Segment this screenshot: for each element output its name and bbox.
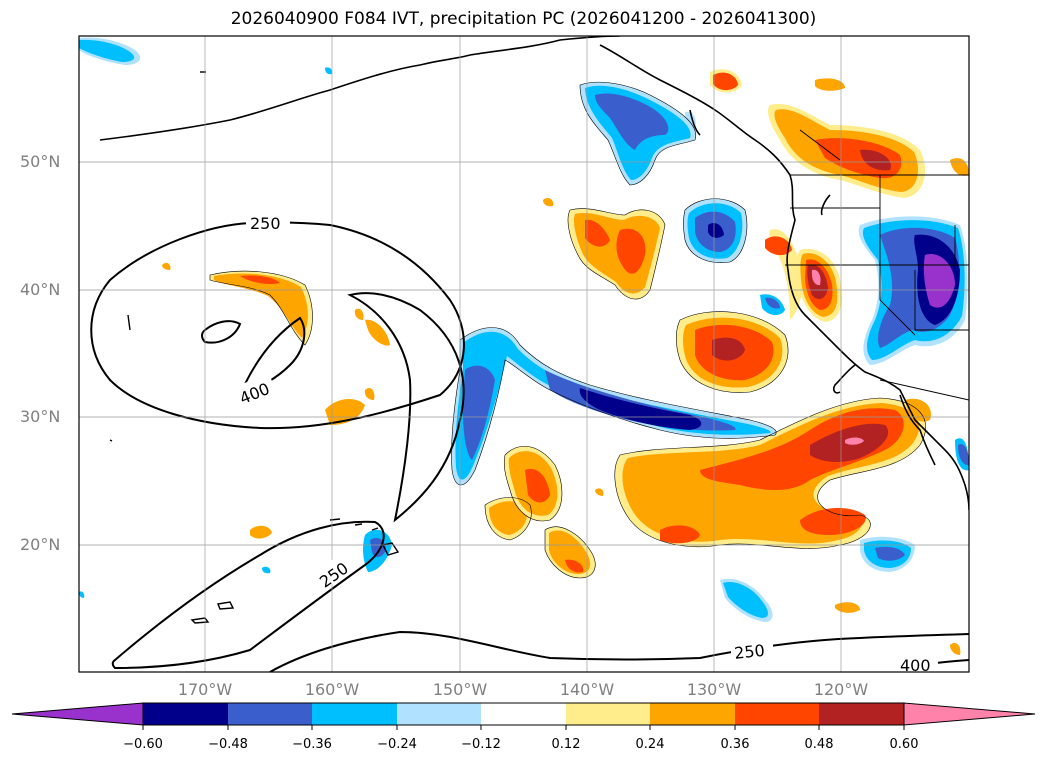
colorbar-swatch xyxy=(566,703,650,725)
colorbar-swatch xyxy=(735,703,819,725)
islands xyxy=(109,71,400,624)
lat-label-30n: 30°N xyxy=(20,407,61,426)
colorbar-tick-label: −0.36 xyxy=(292,737,332,752)
contour-label-400: 400 xyxy=(900,656,931,675)
colorbar-swatch xyxy=(143,703,228,725)
colorbar-extend-low xyxy=(11,702,144,726)
lon-label-160w: 160°W xyxy=(304,680,360,699)
colorbar-tick-label: 0.24 xyxy=(635,737,665,752)
colorbar-swatch xyxy=(228,703,312,725)
colorbar-swatch xyxy=(481,703,566,725)
colorbar-swatch xyxy=(819,703,904,725)
colorbar-swatch xyxy=(650,703,735,725)
colorbar-extend-high xyxy=(903,702,1036,726)
colorbar-tick-label: −0.24 xyxy=(377,737,417,752)
colorbar-tick-label: 0.60 xyxy=(889,737,919,752)
contour-label-250: 250 xyxy=(250,214,281,233)
colorbar-swatch xyxy=(312,703,397,725)
contour-label-250: 250 xyxy=(733,641,765,663)
lat-label-20n: 20°N xyxy=(20,535,61,554)
lat-label-40n: 40°N xyxy=(20,280,61,299)
precip-positive-fill xyxy=(162,69,969,655)
colorbar-tick-label: −0.60 xyxy=(123,737,163,752)
colorbar-tick-label: 0.12 xyxy=(551,737,581,752)
colorbar-swatch xyxy=(397,703,481,725)
lon-label-150w: 150°W xyxy=(432,680,488,699)
map-plot-area: 250 400 250 250 400 xyxy=(79,36,969,675)
map-frame xyxy=(78,35,970,673)
lon-label-140w: 140°W xyxy=(559,680,615,699)
precip-negative-fill xyxy=(79,37,969,622)
lon-label-130w: 130°W xyxy=(686,680,742,699)
precip-thin-contours xyxy=(209,81,926,579)
colorbar-tick-label: −0.12 xyxy=(461,737,501,752)
lon-label-120w: 120°W xyxy=(813,680,869,699)
colorbar-tick-label: −0.48 xyxy=(208,737,248,752)
ivt-contours xyxy=(90,221,969,672)
colorbar xyxy=(11,702,1036,730)
coastlines xyxy=(99,36,969,511)
map-title: 2026040900 F084 IVT, precipitation PC (2… xyxy=(230,9,817,29)
lon-label-170w: 170°W xyxy=(177,680,233,699)
colorbar-tick-label: 0.36 xyxy=(720,737,750,752)
lat-label-50n: 50°N xyxy=(20,152,61,171)
colorbar-tick-label: 0.48 xyxy=(804,737,834,752)
